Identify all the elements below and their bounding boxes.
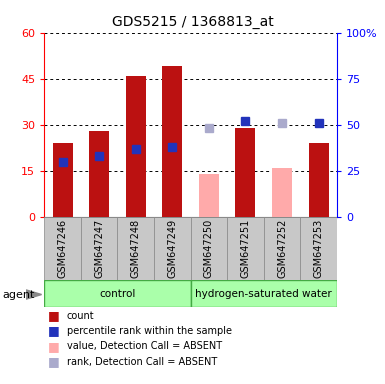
Text: GSM647249: GSM647249 — [167, 219, 177, 278]
Bar — [126, 76, 146, 217]
Bar — [235, 128, 256, 217]
Text: GSM647251: GSM647251 — [241, 219, 250, 278]
Text: percentile rank within the sample: percentile rank within the sample — [67, 326, 232, 336]
Text: ■: ■ — [48, 355, 60, 368]
Bar — [44, 280, 191, 307]
Text: count: count — [67, 311, 94, 321]
Text: GSM647253: GSM647253 — [314, 219, 323, 278]
Text: rank, Detection Call = ABSENT: rank, Detection Call = ABSENT — [67, 357, 217, 367]
Text: ■: ■ — [48, 340, 60, 353]
Bar — [264, 217, 300, 280]
Bar — [191, 217, 227, 280]
Bar — [300, 217, 337, 280]
Bar — [191, 280, 337, 307]
Bar — [44, 217, 81, 280]
Bar — [154, 217, 191, 280]
Text: ■: ■ — [48, 309, 60, 322]
Text: GSM647250: GSM647250 — [204, 219, 214, 278]
Bar — [199, 174, 219, 217]
Text: GSM647246: GSM647246 — [58, 219, 67, 278]
Text: GDS5215 / 1368813_at: GDS5215 / 1368813_at — [112, 15, 273, 29]
Bar — [272, 168, 292, 217]
Bar — [89, 131, 109, 217]
Bar — [162, 66, 182, 217]
Text: ■: ■ — [48, 324, 60, 338]
Text: hydrogen-saturated water: hydrogen-saturated water — [195, 289, 332, 299]
Text: GSM647248: GSM647248 — [131, 219, 141, 278]
Text: control: control — [99, 289, 136, 299]
Bar — [308, 143, 329, 217]
Bar — [81, 217, 117, 280]
Text: GSM647252: GSM647252 — [277, 219, 287, 278]
Text: value, Detection Call = ABSENT: value, Detection Call = ABSENT — [67, 341, 222, 351]
Text: agent: agent — [2, 290, 34, 300]
Text: GSM647247: GSM647247 — [94, 219, 104, 278]
Polygon shape — [26, 290, 42, 299]
Bar — [117, 217, 154, 280]
Bar — [52, 143, 73, 217]
Bar — [227, 217, 264, 280]
